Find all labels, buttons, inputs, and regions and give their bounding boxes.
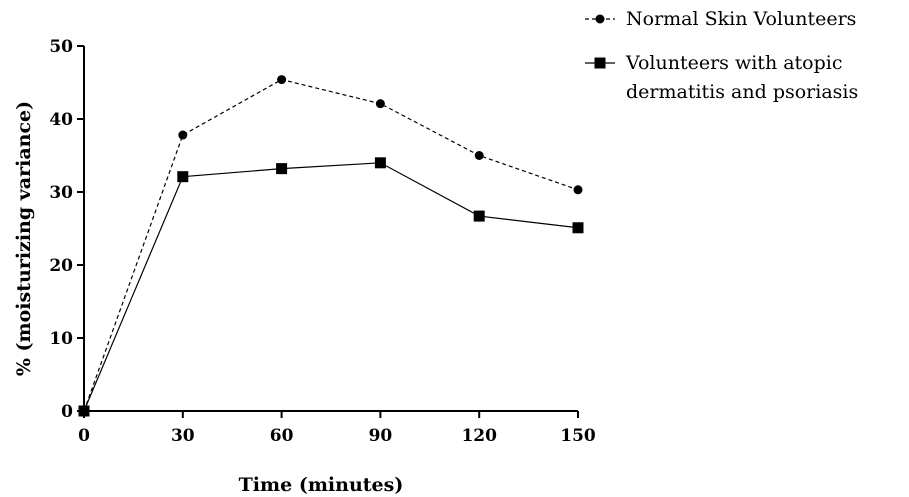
x-tick-label: 90 [369,426,393,446]
data-point [276,163,288,175]
data-point [78,405,90,417]
data-point [573,185,583,195]
x-tick-label: 30 [171,426,195,446]
series-line [83,78,579,412]
data-point [572,222,584,234]
data-point [375,99,385,109]
series-normal-skin [79,75,583,416]
data-point [473,210,485,222]
y-tick-label: 30 [49,183,73,203]
legend-label: Volunteers with atopic [625,52,843,74]
x-axis-ticks: 0 30 60 90 120 150 [78,411,596,446]
legend-label: Normal Skin Volunteers [626,8,856,30]
y-tick-label: 40 [49,110,73,130]
x-tick-label: 120 [461,426,497,446]
x-tick-label: 60 [270,426,294,446]
data-point [178,130,188,140]
y-tick-label: 20 [49,256,73,276]
data-point [374,157,386,169]
series-group [78,75,584,417]
y-tick-label: 10 [49,329,73,349]
legend: Normal Skin Volunteers Volunteers with at… [585,8,858,103]
series-line [83,162,579,412]
legend-item: Volunteers with atopic dermatitis and pso… [585,52,858,103]
y-tick-label: 0 [61,402,73,422]
x-tick-label: 150 [560,426,596,446]
data-point [177,171,189,183]
legend-marker [595,14,605,24]
legend-label: dermatitis and psoriasis [626,81,858,103]
legend-marker [594,57,606,69]
axes [83,46,578,412]
x-tick-label: 0 [78,426,90,446]
legend-item: Normal Skin Volunteers [585,8,856,30]
y-axis-ticks: 0 10 20 30 40 50 [49,37,84,422]
data-point [474,151,484,160]
x-axis-title: Time (minutes) [239,474,404,496]
series-atopic-psoriasis [78,157,584,417]
y-axis-title: % (moisturizing variance) [13,101,35,376]
data-point [277,75,287,85]
y-tick-label: 50 [49,37,73,57]
